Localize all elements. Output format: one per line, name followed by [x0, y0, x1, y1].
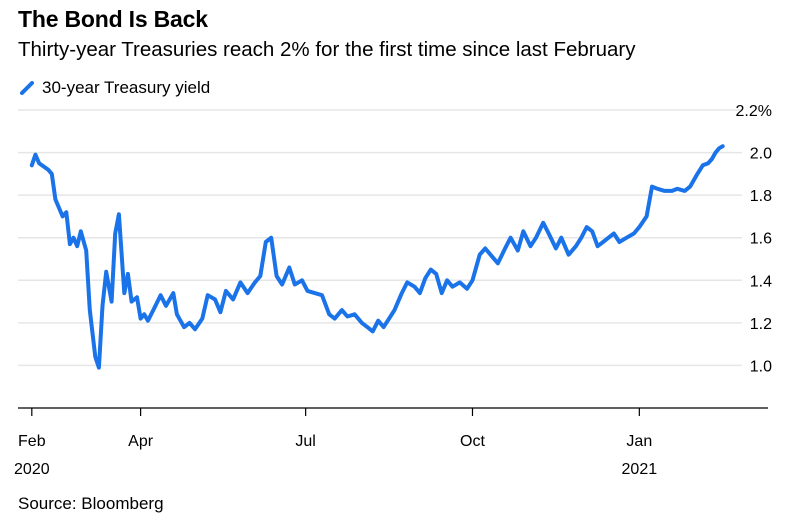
y-tick-label: 1.6: [750, 231, 772, 248]
x-tick-label: Jan: [626, 433, 652, 450]
series-line-30yr-treasury: [29, 144, 725, 370]
x-tick-label: Apr: [128, 433, 154, 450]
source-note: Source: Bloomberg: [18, 494, 164, 513]
y-tick-label: 1.2: [750, 316, 772, 333]
legend-swatch-icon: [20, 81, 34, 95]
line-chart: Feb 2020 Apr Jul Oct Jan 2021 2.2% 2.0 1.8 1.6 1.4…: [14, 103, 773, 478]
y-tick-label: 1.8: [750, 188, 772, 205]
legend-label: 30-year Treasury yield: [42, 78, 211, 97]
grid-lines: [18, 109, 742, 367]
x-tick-year-label: 2021: [622, 461, 658, 478]
chart-title: The Bond Is Back: [18, 6, 208, 32]
y-tick-label: 2.2%: [736, 103, 772, 120]
legend: 30-year Treasury yield: [20, 78, 210, 98]
y-tick-label: 2.0: [750, 146, 772, 163]
y-tick-label: 1.0: [750, 358, 772, 375]
x-axis: Feb 2020 Apr Jul Oct Jan 2021: [14, 407, 768, 478]
chart-subtitle: Thirty-year Treasuries reach 2% for the …: [18, 38, 636, 61]
x-tick-label: Feb: [18, 433, 46, 450]
x-tick-label: Jul: [295, 433, 315, 450]
y-axis: 2.2% 2.0 1.8 1.6 1.4 1.2 1.0: [736, 103, 773, 375]
x-tick-year-label: 2020: [14, 461, 50, 478]
y-tick-label: 1.4: [750, 273, 772, 290]
x-tick-label: Oct: [460, 433, 485, 450]
